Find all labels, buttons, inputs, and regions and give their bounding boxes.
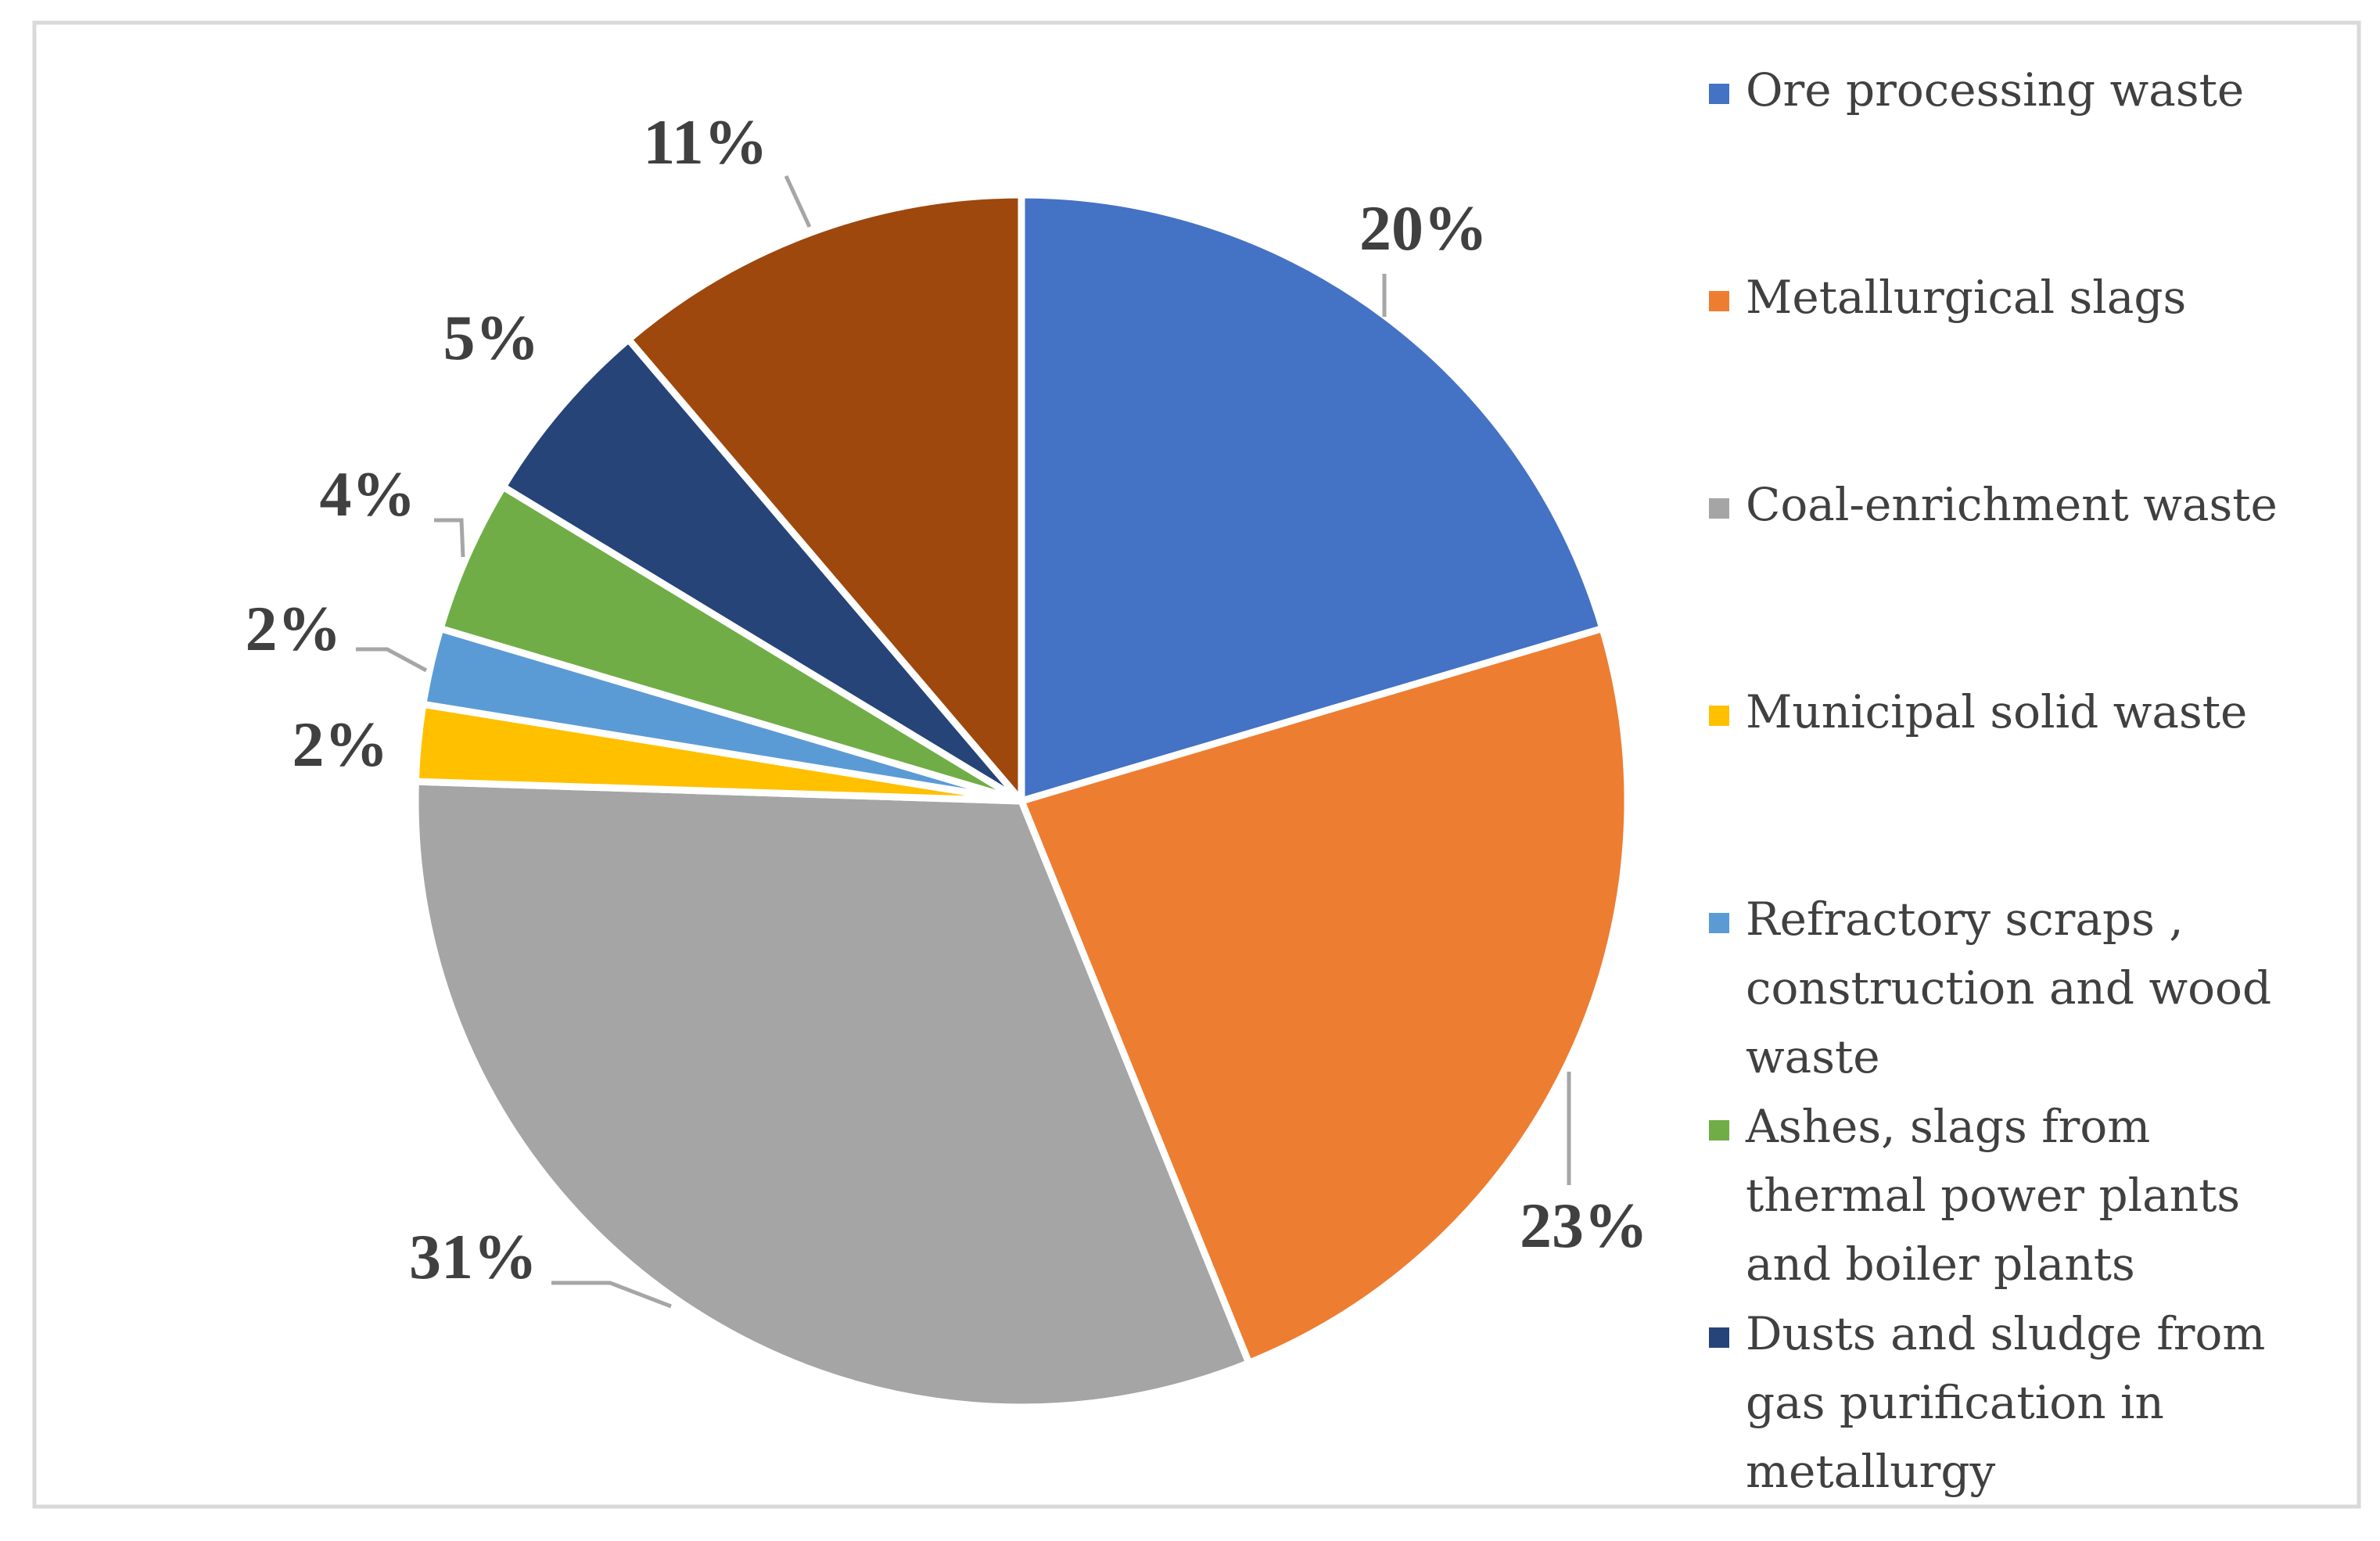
legend-swatch-5 (1709, 913, 1729, 933)
legend-swatch-3 (1709, 498, 1729, 519)
leader-lines (356, 174, 1571, 1309)
legend-item-1: Ore processing waste (1709, 63, 2244, 117)
data-label-3: 31% (409, 1221, 537, 1292)
leader-line-8 (784, 174, 812, 228)
pie-slice-metallurgical-slags (1018, 624, 1632, 1367)
legend-label-7-line-2: gas purification in (1746, 1376, 2164, 1429)
data-label-7: 5% (443, 302, 540, 373)
legend-label-6-line-1: Ashes, slags from (1745, 1100, 2150, 1153)
data-label-6: 4% (320, 458, 416, 530)
data-label-5: 2% (246, 593, 342, 664)
legend-label-1-line-1: Ore processing waste (1746, 63, 2244, 117)
legend-swatch-4 (1709, 706, 1729, 726)
legend-label-5-line-1: Refractory scraps , (1746, 893, 2184, 946)
legend-swatch-2 (1709, 291, 1729, 311)
legend-swatch-7 (1709, 1327, 1729, 1348)
legend-item-7: Dusts and sludge from gas purification in… (1709, 1307, 2265, 1498)
leader-line-5 (356, 647, 428, 673)
legend-label-7-line-1: Dusts and sludge from (1746, 1307, 2265, 1360)
legend-label-3-line-1: Coal-enrichment waste (1746, 478, 2278, 531)
legend-label-2-line-1: Metallurgical slags (1746, 271, 2186, 324)
legend-label-6-line-2: thermal power plants (1746, 1169, 2240, 1222)
pie-slice-slice-8 (625, 191, 1025, 805)
legend-swatch-6 (1709, 1120, 1729, 1140)
data-label-2: 23% (1520, 1190, 1648, 1261)
legend-item-5: Refractory scraps , construction and wood… (1709, 893, 2271, 1083)
leader-line-3 (551, 1281, 672, 1309)
legend-item-2: Metallurgical slags (1709, 271, 2186, 324)
legend-swatch-1 (1709, 84, 1729, 104)
legend-label-5-line-2: construction and wood (1746, 961, 2271, 1015)
legend-item-6: Ashes, slags from thermal power plants and… (1709, 1100, 2240, 1291)
legend-label-5-line-3: waste (1746, 1030, 1880, 1083)
legend-label-7-line-3: metallurgy (1746, 1445, 1996, 1498)
legend-label-4-line-1: Municipal solid waste (1746, 685, 2247, 738)
legend-item-3: Coal-enrichment waste (1709, 478, 2278, 531)
pie-slices (411, 191, 1632, 1411)
pie-slice-coal-enrichment-waste (411, 778, 1253, 1411)
legend: Ore processing waste Metallurgical slags C… (1709, 63, 2278, 1498)
leader-line-6 (434, 518, 465, 558)
legend-label-6-line-3: and boiler plants (1746, 1237, 2135, 1291)
data-label-8: 11% (643, 106, 767, 178)
pie-slice-dusts-and-sludge-from-gas-purification-in-metallurgy (499, 336, 1025, 805)
legend-item-4: Municipal solid waste (1709, 685, 2247, 738)
data-labels: 20% 23% 31% 2% 2% 4% 5% 11% (246, 106, 1649, 1292)
data-label-4: 2% (293, 709, 389, 780)
data-label-1: 20% (1359, 192, 1488, 264)
